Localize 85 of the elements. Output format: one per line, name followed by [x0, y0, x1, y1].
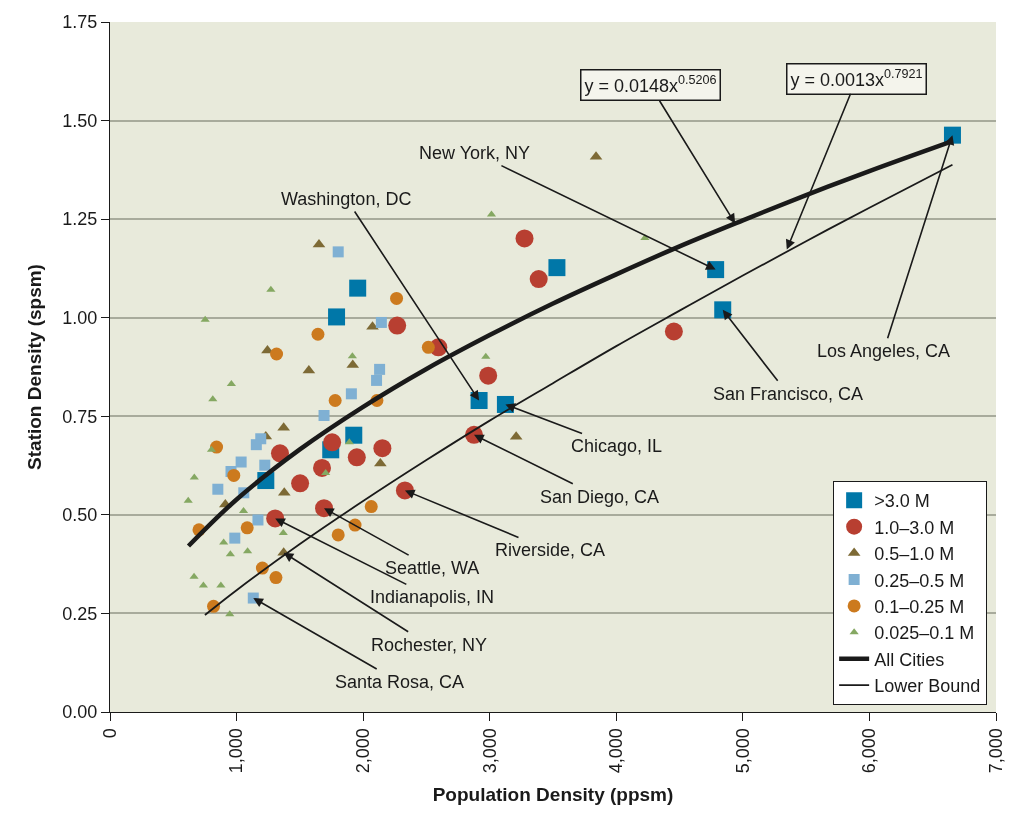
point	[421, 340, 435, 354]
point	[390, 291, 404, 305]
point	[189, 572, 199, 579]
point	[345, 388, 357, 400]
point	[269, 571, 283, 585]
annotation: Riverside, CA	[495, 540, 606, 560]
x-tick-label: 4,000	[606, 728, 627, 774]
point	[481, 352, 491, 359]
point	[278, 528, 288, 535]
legend-label: Lower Bound	[874, 676, 981, 697]
x-tick-label: 5,000	[732, 728, 753, 774]
point	[323, 433, 342, 452]
y-tick-label: 0.25	[62, 603, 98, 624]
point	[311, 327, 325, 341]
point	[259, 459, 271, 471]
point	[318, 410, 330, 421]
point	[373, 439, 392, 458]
point	[266, 285, 276, 292]
annotation: San Diego, CA	[540, 487, 660, 507]
x-tick-label: 6,000	[859, 728, 880, 774]
point	[374, 363, 386, 375]
point	[664, 322, 683, 341]
point	[515, 229, 534, 248]
point	[375, 316, 387, 328]
point	[344, 438, 354, 445]
point	[479, 366, 498, 385]
y-tick-label: 1.25	[62, 209, 98, 230]
point	[347, 448, 366, 467]
point	[371, 374, 383, 386]
y-tick-label: 0.75	[62, 406, 98, 427]
x-tick-label: 2,000	[352, 728, 373, 774]
y-tick-label: 1.00	[62, 308, 98, 329]
point	[226, 379, 236, 386]
y-axis-title: Station Density (spsm)	[24, 264, 46, 470]
legend-label: 0.1–0.25 M	[874, 596, 965, 617]
point	[331, 528, 345, 542]
legend-label: 0.5–1.0 M	[874, 544, 955, 565]
x-tick-label: 0	[99, 728, 120, 739]
point	[200, 315, 210, 322]
legend-label: >3.0 M	[874, 491, 930, 512]
point	[328, 394, 342, 407]
point	[328, 308, 346, 326]
annotation: Santa Rosa, CA	[335, 672, 465, 692]
annotation: y = 0.0148x$^{0.5206}$	[584, 73, 717, 97]
point	[235, 456, 247, 468]
point	[183, 496, 193, 503]
annotation: Indianapolis, IN	[370, 587, 495, 607]
legend-label: All Cities	[874, 649, 945, 670]
legend-label: 0.25–0.5 M	[874, 570, 965, 591]
annotation: y = 0.0013x$^{0.7921}$	[790, 67, 923, 91]
point	[349, 279, 367, 297]
point	[227, 468, 241, 482]
annotation: New York, NY	[419, 143, 531, 163]
point	[250, 439, 262, 451]
point	[240, 521, 254, 535]
y-tick-label: 1.75	[62, 12, 98, 33]
y-tick-label: 0.50	[62, 505, 98, 526]
point	[291, 474, 310, 493]
annotation: Los Angeles, CA	[817, 341, 951, 361]
legend-label: 0.025–0.1 M	[874, 623, 975, 644]
point	[252, 514, 264, 526]
legend-label: 1.0–3.0 M	[874, 517, 955, 538]
y-tick-label: 1.50	[62, 110, 98, 131]
x-tick-label: 1,000	[226, 728, 247, 774]
annotation: Washington, DC	[281, 189, 412, 209]
x-axis-title: Population Density (ppsm)	[432, 784, 674, 806]
point	[270, 347, 284, 361]
point	[529, 270, 548, 289]
annotation: Seattle, WA	[385, 558, 480, 578]
point	[229, 532, 241, 544]
x-tick-label: 7,000	[985, 728, 1006, 774]
point	[548, 259, 566, 277]
annotation: Chicago, IL	[571, 436, 663, 456]
y-tick-label: 0.00	[62, 702, 98, 723]
point	[388, 316, 407, 335]
point	[332, 246, 344, 258]
point	[345, 426, 363, 444]
point	[212, 483, 224, 495]
point	[271, 444, 289, 463]
annotation: San Francisco, CA	[713, 384, 864, 404]
point	[312, 238, 326, 248]
annotation: Rochester, NY	[371, 635, 488, 655]
point	[364, 500, 378, 514]
point	[225, 550, 235, 557]
x-tick-label: 3,000	[479, 728, 500, 774]
